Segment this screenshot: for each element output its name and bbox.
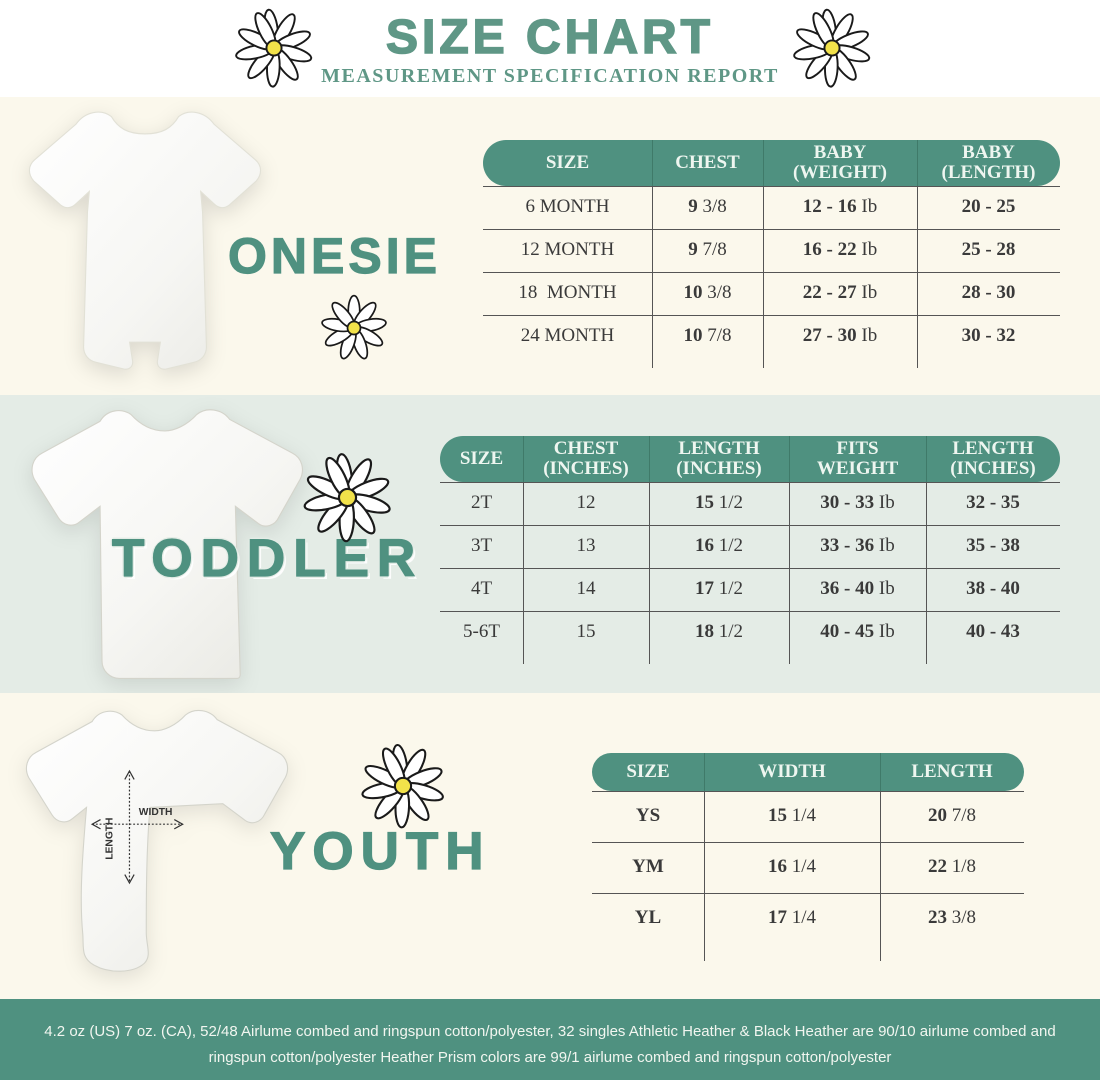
svg-text:LENGTH: LENGTH <box>105 818 116 860</box>
svg-text:WIDTH: WIDTH <box>139 807 173 818</box>
